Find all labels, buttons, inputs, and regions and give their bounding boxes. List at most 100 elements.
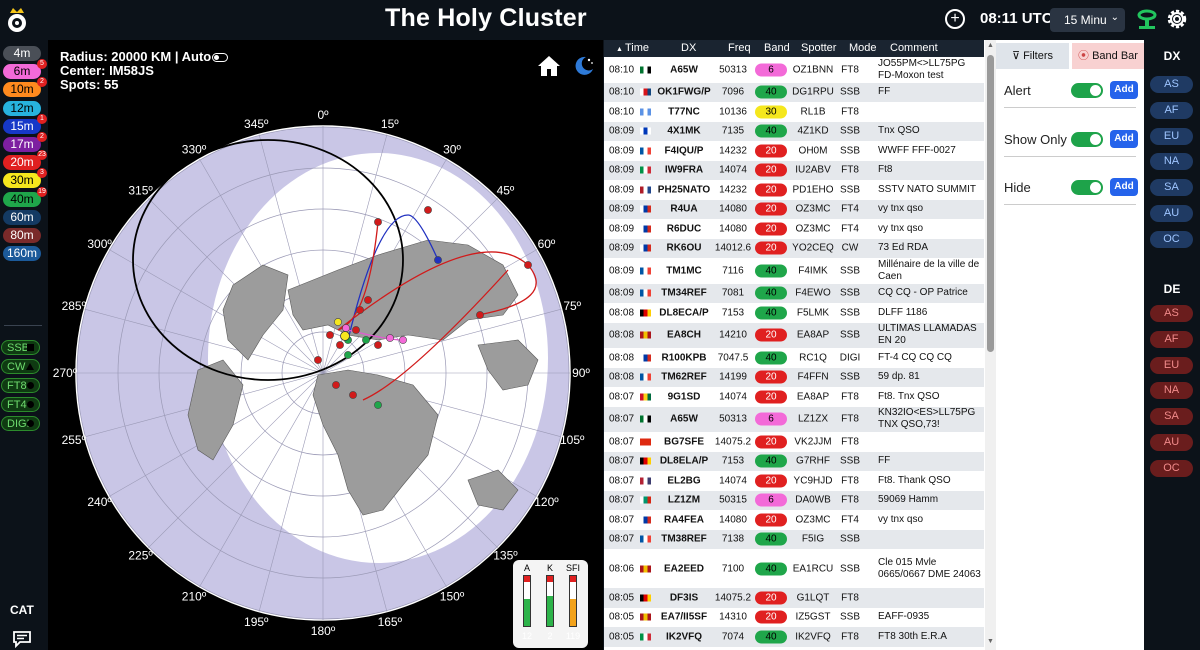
spot-dx-callsign[interactable]: RK6OU: [666, 242, 702, 254]
spot-row[interactable]: 08:08 DL8ECA/P 7153 40 F5LMK SSB DLFF 1186: [604, 303, 984, 323]
spot-spotter[interactable]: F5IG: [801, 533, 825, 545]
home-icon[interactable]: [537, 55, 561, 77]
spot-spotter[interactable]: G1LQT: [796, 592, 830, 604]
spot-row[interactable]: 08:06 EA2EED 7100 40 EA1RCU SSB Cle 015 Mvle 0…: [604, 549, 984, 588]
add-spot-button[interactable]: +: [945, 9, 965, 29]
band-button-60m[interactable]: 60m: [3, 209, 41, 225]
filter-toggle[interactable]: [1071, 131, 1103, 147]
scrollbar-thumb[interactable]: [987, 55, 994, 352]
spot-dx-callsign[interactable]: R100KPB: [661, 352, 707, 364]
spot-row[interactable]: 08:07 9G1SD 14074 20 EA8AP FT8 Ft8. Tnx QSO: [604, 387, 984, 407]
spot-spotter[interactable]: OZ3MC: [795, 203, 831, 215]
azimuthal-map[interactable]: 0º 15º 30º 45º 60º 75º 90º 105º 120º 135º 150º 165º…: [48, 40, 603, 650]
gear-icon[interactable]: [1164, 6, 1190, 32]
spot-frequency[interactable]: 14080: [719, 514, 747, 526]
spot-spotter[interactable]: RL1B: [800, 106, 826, 118]
band-button-6m[interactable]: 6m 5: [3, 59, 47, 80]
spot-row[interactable]: 08:10 OK1FWG/P 7096 40 DG1RPU SSB FF: [604, 82, 984, 102]
dx-continent-oc[interactable]: OC: [1150, 230, 1193, 248]
tab-band-bar[interactable]: ⦿ Band Bar: [1072, 43, 1144, 69]
spot-dx-callsign[interactable]: DL8ELA/P: [659, 455, 709, 467]
spot-row[interactable]: 08:09 PH25NATO 14232 20 PD1EHO SSB SSTV NATO S…: [604, 180, 984, 200]
spot-spotter[interactable]: IZ5GST: [795, 611, 831, 623]
spot-spotter[interactable]: VK2JJM: [794, 436, 832, 448]
spot-frequency[interactable]: 14075.2: [714, 436, 752, 448]
de-continent-eu[interactable]: EU: [1150, 356, 1193, 374]
time-window-select[interactable]: 15 Minu ⌄: [1050, 8, 1125, 32]
mode-button-cw[interactable]: CW: [1, 359, 40, 374]
spot-dx-callsign[interactable]: R6DUC: [666, 223, 702, 235]
column-header-spotter[interactable]: Spotter: [801, 42, 836, 54]
spot-dx-callsign[interactable]: DF3IS: [669, 592, 699, 604]
mode-button-ft8[interactable]: FT8: [1, 378, 40, 393]
spot-row[interactable]: 08:07 TM38REF 7138 40 F5IG SSB: [604, 529, 984, 549]
column-header-band[interactable]: Band: [764, 42, 790, 54]
spot-spotter[interactable]: OZ3MC: [795, 223, 831, 235]
column-header-dx[interactable]: DX: [681, 42, 696, 54]
connection-status-icon[interactable]: [1136, 6, 1158, 32]
spot-frequency[interactable]: 14232: [719, 145, 747, 157]
spot-frequency[interactable]: 50313: [719, 64, 747, 76]
spot-row[interactable]: 08:05 IK2VFQ 7074 40 IK2VFQ FT8 FT8 30th E.R.A: [604, 627, 984, 647]
spot-spotter[interactable]: G7RHF: [796, 455, 830, 467]
spot-row[interactable]: 08:07 EL2BG 14074 20 YC9HJD FT8 Ft8. Thank QSO: [604, 471, 984, 491]
dx-continent-as[interactable]: AS: [1150, 76, 1193, 93]
spot-frequency[interactable]: 7100: [721, 563, 745, 574]
de-continent-sa[interactable]: SA: [1150, 408, 1193, 426]
spot-spotter[interactable]: F4FFN: [797, 371, 829, 383]
spot-dx-callsign[interactable]: IK2VFQ: [665, 631, 703, 643]
spot-spotter[interactable]: LZ1ZX: [797, 413, 828, 425]
spot-dx-callsign[interactable]: EA2EED: [663, 563, 704, 574]
spot-frequency[interactable]: 14080: [719, 223, 747, 235]
band-button-12m[interactable]: 12m: [3, 100, 41, 116]
add-filter-button[interactable]: Add: [1110, 81, 1138, 99]
band-button-40m[interactable]: 40m 19: [3, 186, 47, 207]
spot-spotter[interactable]: OZ3MC: [795, 514, 831, 526]
spot-spotter[interactable]: OZ1BNN: [792, 64, 834, 76]
spots-scrollbar[interactable]: ▲ ▼: [985, 40, 996, 650]
spot-row[interactable]: 08:07 LZ1ZM 50315 6 DA0WB FT8 59069 Hamm: [604, 490, 984, 510]
scroll-up-arrow-icon[interactable]: ▲: [987, 42, 994, 49]
spot-spotter[interactable]: EA8AP: [796, 391, 830, 403]
spot-frequency[interactable]: 14310: [719, 611, 747, 623]
spot-frequency[interactable]: 14232: [719, 184, 747, 196]
spot-frequency[interactable]: 7153: [721, 307, 745, 319]
de-continent-au[interactable]: AU: [1150, 434, 1193, 451]
chat-icon[interactable]: [12, 630, 32, 648]
spot-frequency[interactable]: 7096: [721, 86, 745, 98]
spot-frequency[interactable]: 7153: [721, 455, 745, 467]
spot-row[interactable]: 08:05 DF3IS 14075.2 20 G1LQT FT8: [604, 588, 984, 608]
add-filter-button[interactable]: Add: [1110, 178, 1138, 196]
auto-radius-toggle[interactable]: [212, 53, 229, 63]
band-button-10m[interactable]: 10m 2: [3, 77, 47, 98]
filter-toggle[interactable]: [1071, 180, 1103, 195]
dx-continent-af[interactable]: AF: [1150, 101, 1193, 119]
mode-button-ft4[interactable]: FT4: [1, 397, 40, 412]
dx-continent-eu[interactable]: EU: [1150, 127, 1193, 145]
de-continent-as[interactable]: AS: [1150, 305, 1193, 322]
spot-spotter[interactable]: IK2VFQ: [795, 631, 831, 643]
spot-spotter[interactable]: OH0M: [798, 145, 828, 157]
spot-dx-callsign[interactable]: EA7/II5SF: [660, 611, 708, 623]
spot-spotter[interactable]: YO2CEQ: [792, 242, 834, 254]
spot-dx-callsign[interactable]: A65W: [670, 64, 698, 76]
spot-spotter[interactable]: EA8AP: [796, 329, 830, 341]
spot-spotter[interactable]: YC9HJD: [793, 475, 833, 487]
band-button-80m[interactable]: 80m: [3, 228, 41, 243]
spot-dx-callsign[interactable]: DL8ECA/P: [659, 307, 709, 319]
dx-continent-au[interactable]: AU: [1150, 205, 1193, 222]
spot-row[interactable]: 08:05 EA7/II5SF 14310 20 IZ5GST SSB EAFF-0935: [604, 608, 984, 628]
spot-frequency[interactable]: 7135: [721, 125, 745, 137]
spot-frequency[interactable]: 14012.6: [714, 242, 752, 254]
spot-dx-callsign[interactable]: LZ1ZM: [667, 494, 701, 506]
spot-frequency[interactable]: 14074: [719, 475, 747, 487]
spot-dx-callsign[interactable]: RA4FEA: [663, 514, 704, 526]
filter-toggle[interactable]: [1071, 83, 1103, 98]
spot-row[interactable]: 08:10 A65W 50313 6 OZ1BNN FT8 JO55PM<>LL75PG F…: [604, 57, 984, 83]
band-button-17m[interactable]: 17m 2: [3, 132, 47, 152]
spot-frequency[interactable]: 7138: [721, 533, 745, 545]
spot-frequency[interactable]: 14199: [719, 371, 747, 383]
column-header-comment[interactable]: Comment: [890, 42, 938, 54]
spot-dx-callsign[interactable]: 4X1MK: [667, 125, 701, 137]
cat-label[interactable]: CAT: [10, 603, 34, 617]
